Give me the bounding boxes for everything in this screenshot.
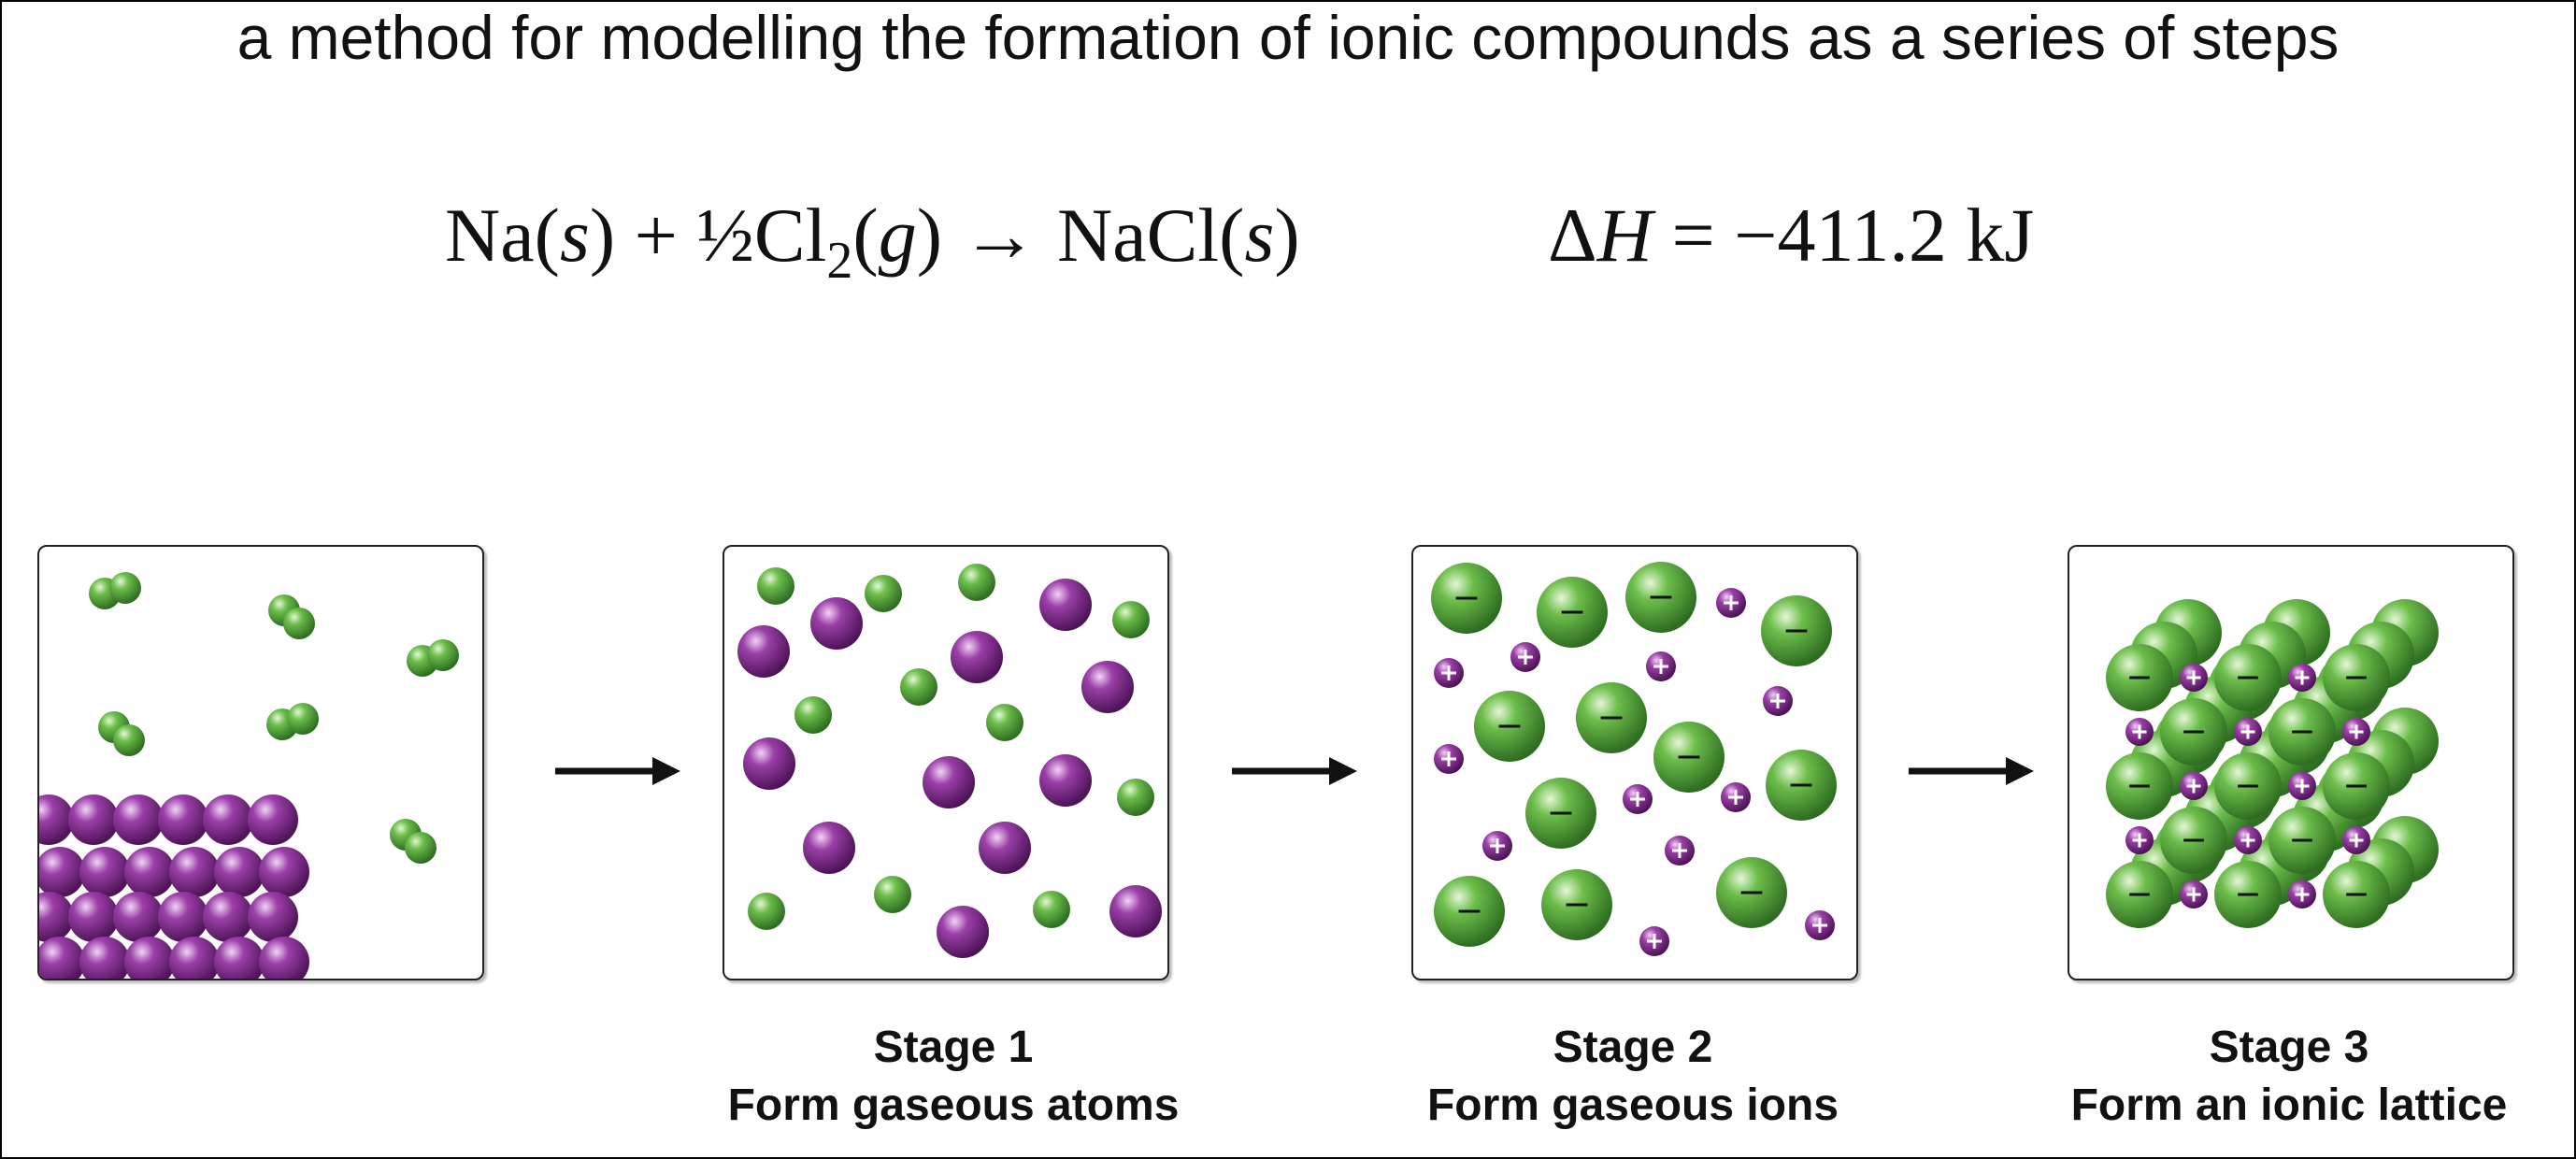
- sodium-atom: [158, 892, 208, 942]
- sodium-atom: [1039, 754, 1092, 807]
- eq-chlorine: + ½Cl: [615, 193, 827, 278]
- eq-state-solid: s: [559, 193, 590, 278]
- sodium-atom: [937, 906, 989, 958]
- sodium-atom: [743, 737, 795, 790]
- stage-2-number: Stage 2: [1553, 1023, 1713, 1072]
- sodium-atom: [248, 892, 298, 942]
- panel-stage-3: [2068, 545, 2514, 980]
- sodium-atom: [951, 631, 1003, 683]
- sodium-atom: [124, 847, 175, 897]
- sodium-atom: [979, 822, 1031, 874]
- gaseous-atoms-illustration: [737, 564, 1162, 958]
- sodium-atom: [259, 937, 309, 979]
- enthalpy-h: H: [1596, 193, 1653, 278]
- eq-subscript: 2: [826, 232, 853, 290]
- sodium-atom: [113, 794, 164, 845]
- sodium-atom: [214, 937, 265, 979]
- enthalpy-change: ΔH = −411.2 kJ: [1548, 192, 2034, 279]
- chlorine-atom: [748, 893, 785, 930]
- sodium-atom: [203, 794, 253, 845]
- reactants-illustration: [39, 572, 459, 979]
- sodium-atom: [803, 822, 855, 874]
- chlorine-atom: [874, 876, 911, 913]
- chlorine-atom: [865, 575, 902, 612]
- stage-3-number: Stage 3: [2209, 1023, 2369, 1072]
- sodium-atom: [79, 847, 130, 897]
- chlorine-atom: [109, 572, 141, 604]
- sodium-atom: [169, 847, 220, 897]
- ionic-lattice-illustration: [2106, 599, 2439, 928]
- sodium-atom: [68, 794, 119, 845]
- sodium-atom: [1081, 661, 1134, 713]
- chlorine-atom: [900, 668, 937, 706]
- chlorine-atom: [405, 832, 436, 864]
- sodium-atom: [259, 847, 309, 897]
- sodium-atom: [39, 892, 74, 942]
- panel-stage-1: [723, 545, 1169, 980]
- stage-2-description: Form gaseous ions: [1426, 1080, 1839, 1130]
- sodium-atom: [203, 892, 253, 942]
- chlorine-atom: [986, 704, 1023, 741]
- chlorine-atom: [427, 639, 459, 671]
- stage-3-description: Form an ionic lattice: [2070, 1080, 2508, 1130]
- chlorine-atom: [113, 724, 145, 756]
- panel-stage-2: [1411, 545, 1858, 980]
- stage-1-number: Stage 1: [873, 1023, 1034, 1072]
- panel-reactants: [37, 545, 484, 980]
- sodium-atom: [1109, 885, 1162, 937]
- sodium-atom: [169, 937, 220, 979]
- arrow-right-icon: [1232, 757, 1357, 785]
- chlorine-atom: [283, 608, 315, 639]
- arrow-right-icon: [1909, 757, 2034, 785]
- delta-symbol: Δ: [1548, 193, 1597, 278]
- eq-state-solid-product: s: [1244, 193, 1275, 278]
- chlorine-atom: [287, 703, 319, 735]
- sodium-atom: [214, 847, 265, 897]
- eq-sodium: Na: [445, 193, 535, 278]
- enthalpy-value: = −411.2 kJ: [1652, 193, 2035, 278]
- chlorine-atom: [757, 567, 794, 605]
- sodium-atom: [39, 937, 85, 979]
- sodium-atom: [1039, 579, 1092, 631]
- gaseous-ions-illustration: [1431, 562, 1837, 956]
- sodium-atom: [923, 756, 975, 808]
- chlorine-atom: [958, 564, 995, 601]
- sodium-atom: [124, 937, 175, 979]
- arrow-right-icon: [555, 757, 680, 785]
- stage-1-caption: Stage 1 Form gaseous atoms: [692, 1019, 1215, 1135]
- sodium-atom: [737, 625, 790, 678]
- chlorine-atom: [1112, 601, 1150, 638]
- sodium-atom: [113, 892, 164, 942]
- stage-1-description: Form gaseous atoms: [727, 1080, 1180, 1130]
- sodium-atom: [810, 597, 863, 650]
- slide-title: a method for modelling the formation of …: [236, 3, 2340, 72]
- stage-3-caption: Stage 3 Form an ionic lattice: [2027, 1019, 2551, 1135]
- chlorine-atom: [794, 696, 832, 734]
- chlorine-atom: [1117, 779, 1154, 816]
- chlorine-atom: [1033, 891, 1070, 928]
- sodium-atom: [39, 847, 85, 897]
- eq-product: → NaCl: [942, 193, 1220, 278]
- sodium-atom: [68, 892, 119, 942]
- sodium-atom: [79, 937, 130, 979]
- sodium-atom: [248, 794, 298, 845]
- reaction-equation: Na(s) + ½Cl2(g) → NaCl(s): [445, 193, 1300, 290]
- sodium-atom: [39, 794, 74, 845]
- eq-state-gas: g: [878, 193, 917, 278]
- stage-2-caption: Stage 2 Form gaseous ions: [1371, 1019, 1895, 1135]
- sodium-atom: [158, 794, 208, 845]
